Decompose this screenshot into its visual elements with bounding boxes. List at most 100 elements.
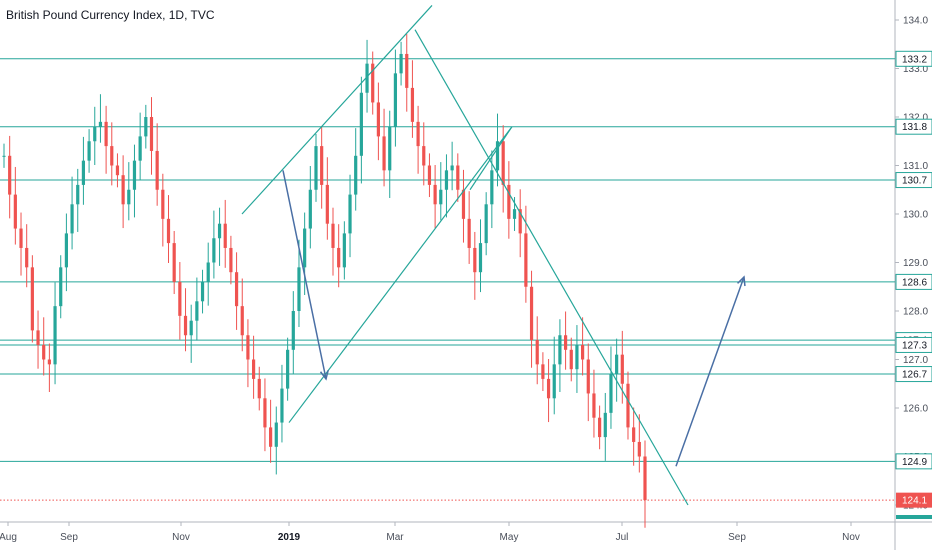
last-price-tag-box [896, 492, 932, 508]
level-tag-label: 131.8 [902, 122, 927, 133]
candle-body [93, 126, 97, 142]
candle-body [337, 247, 341, 268]
level-tag-box [895, 336, 932, 353]
y-tick-label: 134.0 [903, 16, 928, 27]
trend-connector-line [469, 126, 513, 191]
candle-body [64, 233, 68, 268]
candle-body [365, 63, 369, 93]
candle-body [388, 126, 392, 171]
candle-body [110, 146, 114, 166]
y-tick-label: 131.0 [903, 161, 928, 172]
axis-marker [896, 515, 932, 519]
candle-body [297, 267, 301, 311]
last-price-tag-label: 124.1 [902, 496, 927, 507]
candle-body [643, 456, 647, 501]
candle-body [178, 281, 182, 316]
candle-body [229, 247, 233, 273]
x-tick-label: Sep [60, 532, 78, 543]
candle-body [280, 388, 284, 423]
candle-body [81, 160, 86, 185]
candle-body [183, 315, 188, 336]
candle-body [325, 184, 329, 224]
down-arrow-head [319, 369, 329, 381]
level-tag-box [895, 273, 932, 290]
candle-body [439, 189, 443, 205]
candle-body [620, 354, 624, 384]
candle-body [433, 184, 437, 205]
candle-body [563, 335, 568, 350]
candle-body [575, 344, 579, 370]
candle-body [2, 155, 6, 157]
candle-body [456, 165, 460, 190]
candle-body [569, 349, 573, 370]
downtrend-line [414, 29, 689, 506]
level-tag-label: 126.7 [902, 370, 927, 381]
candle-body [473, 247, 477, 273]
level-tag-box [895, 172, 932, 189]
candle-body [552, 364, 556, 399]
candle-body [121, 175, 125, 205]
x-tick-label: May [500, 532, 519, 543]
candle-body [524, 233, 528, 287]
level-tag-box [895, 366, 932, 383]
y-tick-label: 133.0 [903, 64, 928, 75]
y-tick-label: 126.0 [903, 404, 928, 415]
candle-body [422, 146, 426, 166]
candle-body [427, 165, 432, 185]
candle-body [132, 160, 137, 190]
candle-body [308, 189, 312, 229]
candle-body [342, 233, 346, 268]
candle-body [501, 141, 505, 185]
candle-body [59, 267, 63, 307]
y-tick-label: 128.0 [903, 307, 928, 318]
candle-body [246, 335, 250, 360]
candle-body [76, 184, 80, 205]
level-tag-label: 124.9 [902, 457, 927, 468]
candle-body [98, 121, 103, 127]
level-tag-label: 127.3 [902, 340, 927, 351]
candle-body [405, 53, 409, 88]
candle-body [314, 146, 318, 190]
candle-body [348, 194, 352, 234]
candle-body [376, 102, 380, 137]
y-tick-label: 130.0 [903, 210, 928, 221]
candle-body [592, 393, 596, 418]
candle-body [484, 204, 488, 244]
candle-body [269, 427, 273, 447]
candle-body [637, 441, 641, 457]
candle-body [603, 412, 607, 438]
candle-body [581, 344, 585, 360]
candle-body [609, 374, 613, 413]
candle-body [461, 189, 466, 219]
channel-upper-line [241, 5, 433, 215]
candle-body [393, 73, 398, 127]
candle-body [87, 141, 91, 161]
candle-body [240, 306, 244, 336]
candle-body [104, 121, 108, 147]
x-tick-label: Aug [0, 532, 17, 543]
candle-body [359, 92, 363, 156]
x-tick-label: Mar [386, 532, 404, 543]
x-tick-label: Nov [172, 532, 190, 543]
level-tag-box [895, 453, 932, 470]
candle-body [263, 398, 267, 428]
candle-body [200, 281, 205, 302]
chart-title: British Pound Currency Index, 1D, TVC [6, 8, 215, 22]
candle-body [138, 136, 142, 161]
y-tick-label: 127.0 [903, 355, 928, 366]
candle-body [189, 320, 193, 336]
candle-body [586, 359, 590, 394]
candle-body [13, 194, 17, 229]
candle-body [217, 223, 222, 239]
candle-body [212, 238, 216, 263]
candle-body [615, 354, 619, 375]
candle-body [223, 223, 227, 248]
candle-body [30, 267, 34, 331]
candle-body [303, 228, 307, 268]
candle-body [251, 359, 256, 379]
candle-body [115, 165, 120, 176]
candle-body [8, 155, 12, 195]
candle-body [410, 87, 415, 122]
